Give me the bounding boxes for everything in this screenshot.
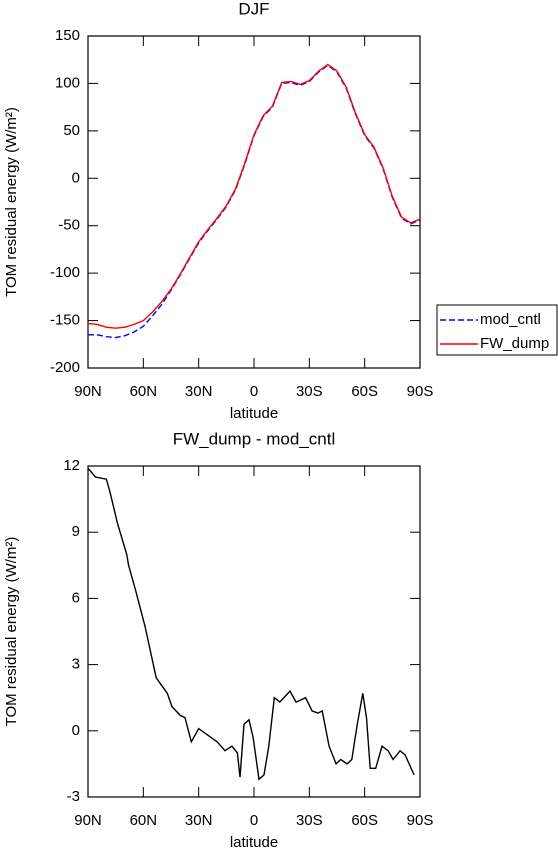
data-line (87, 63, 421, 329)
y-tick-label: 12 (63, 457, 80, 474)
data-line (87, 467, 415, 781)
x-tick-label: 60S (351, 383, 378, 400)
plot-frame (87, 35, 421, 369)
x-tick-label: 90S (407, 812, 434, 829)
plot-frame (87, 465, 421, 798)
y-tick-label: 0 (72, 722, 80, 739)
y-tick-label: -150 (50, 312, 80, 329)
x-tick-label: 0 (250, 383, 258, 400)
y-axis-label: TOM residual energy (W/m²) (3, 537, 20, 727)
legend-label: FW_dump (480, 335, 549, 352)
x-tick-label: 60N (130, 812, 158, 829)
y-tick-label: -100 (50, 264, 80, 281)
x-tick-label: 90S (407, 383, 434, 400)
x-axis-label: latitude (230, 405, 278, 422)
x-tick-label: 30N (185, 383, 213, 400)
x-tick-label: 0 (250, 812, 258, 829)
x-tick-label: 30N (185, 812, 213, 829)
y-tick-label: 3 (72, 656, 80, 673)
y-tick-label: 9 (72, 523, 80, 540)
legend-label: mod_cntl (480, 311, 541, 328)
y-tick-label: 50 (63, 122, 80, 139)
legend-box (436, 304, 558, 356)
x-tick-label: 90N (74, 383, 102, 400)
chart-title: DJF (238, 0, 269, 18)
x-tick-label: 30S (296, 812, 323, 829)
y-tick-label: -3 (67, 788, 80, 805)
data-line (88, 64, 421, 339)
y-tick-label: -200 (50, 359, 80, 376)
y-tick-label: 100 (55, 74, 80, 91)
y-tick-label: 6 (72, 589, 80, 606)
chart-title: FW_dump - mod_cntl (173, 429, 336, 448)
x-axis-label: latitude (230, 834, 278, 851)
x-tick-label: 30S (296, 383, 323, 400)
y-tick-label: -50 (58, 217, 80, 234)
y-axis-label: TOM residual energy (W/m²) (3, 107, 20, 297)
x-tick-label: 90N (74, 812, 102, 829)
y-tick-label: 0 (72, 169, 80, 186)
x-tick-label: 60N (130, 383, 158, 400)
x-tick-label: 60S (351, 812, 378, 829)
y-tick-label: 150 (55, 27, 80, 44)
